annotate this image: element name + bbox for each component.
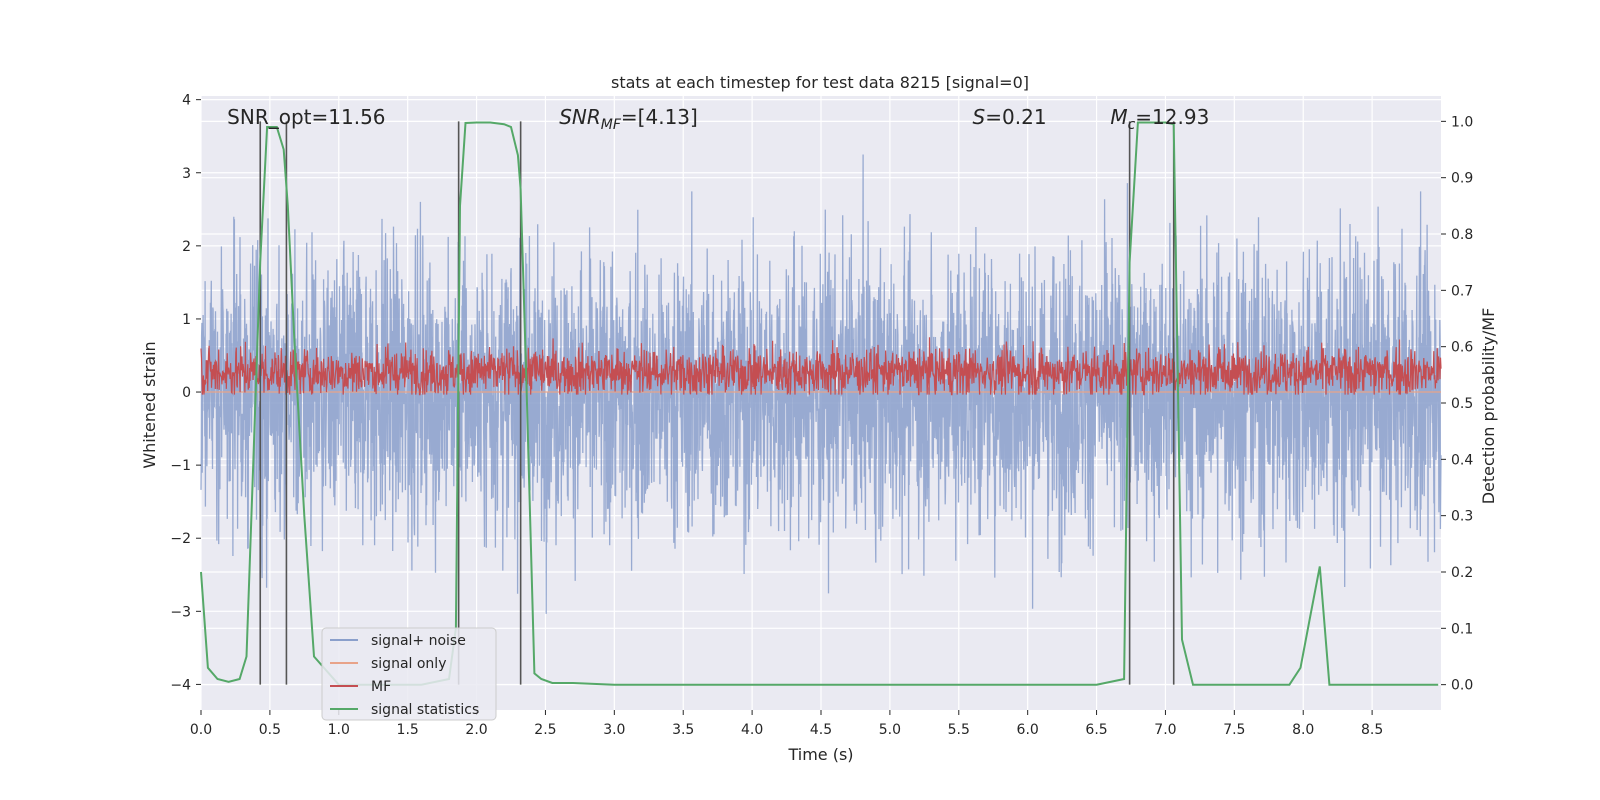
x-tick-label: 2.5 — [534, 722, 556, 738]
right-tick-label: 0.8 — [1451, 227, 1473, 243]
series-signal-noise — [200, 154, 1442, 614]
x-tick-label: 4.5 — [810, 722, 832, 738]
left-tick-label: 2 — [182, 239, 191, 255]
annotation-s_stat: S=0.21 — [973, 105, 1047, 129]
x-ticks: 0.0 0.5 1.0 1.5 2.0 2.5 3.0 3.5 4.0 4.5 5.0 5.5 6.0 6… — [190, 710, 1383, 738]
right-y-axis-title: Detection probability/MF — [1479, 308, 1498, 505]
left-tick-label: 1 — [182, 312, 191, 328]
x-tick-label: 1.5 — [397, 722, 419, 738]
right-tick-label: 0.5 — [1451, 396, 1473, 412]
legend-label-signal-statistics: signal statistics — [371, 702, 479, 718]
x-axis-title: Time (s) — [787, 745, 853, 764]
x-tick-label: 6.5 — [1085, 722, 1107, 738]
annotation-snr_opt: SNR_opt=11.56 — [227, 105, 385, 129]
left-tick-label: −3 — [170, 604, 191, 620]
left-tick-label: −1 — [170, 458, 191, 474]
left-y-axis-title: Whitened strain — [140, 341, 159, 468]
series-signal-statistics — [200, 121, 1439, 686]
legend-label-signal-only: signal only — [371, 656, 446, 672]
right-y-ticks: 1.0 0.9 0.8 0.7 0.6 0.5 0.4 0.3 0.2 0.1 0.0 — [1441, 114, 1473, 694]
right-tick-label: 0.0 — [1451, 678, 1473, 694]
series-group — [200, 121, 1442, 686]
legend: signal+ noise signal only MF signal stat… — [321, 627, 497, 721]
right-tick-label: 0.1 — [1451, 621, 1473, 637]
legend-label-mf: MF — [371, 679, 391, 695]
x-tick-label: 3.5 — [672, 722, 694, 738]
right-tick-label: 0.9 — [1451, 171, 1473, 187]
x-tick-label: 5.0 — [879, 722, 901, 738]
x-tick-label: 8.0 — [1292, 722, 1314, 738]
right-tick-label: 0.7 — [1451, 283, 1473, 299]
chart-title: stats at each timestep for test data 821… — [611, 73, 1029, 92]
annotations: SNR_opt=11.56 SNRMF=[4.13] S=0.21 Mc=12.93 — [227, 105, 1209, 133]
right-tick-label: 0.6 — [1451, 340, 1473, 356]
series-mf — [200, 337, 1442, 396]
right-tick-label: 0.3 — [1451, 509, 1473, 525]
left-tick-label: −4 — [170, 677, 191, 693]
x-tick-label: 3.0 — [603, 722, 625, 738]
left-tick-label: 4 — [182, 93, 191, 109]
x-tick-label: 5.5 — [948, 722, 970, 738]
left-tick-label: −2 — [170, 531, 191, 547]
x-tick-label: 7.0 — [1154, 722, 1176, 738]
x-tick-label: 0.5 — [259, 722, 281, 738]
right-tick-label: 0.2 — [1451, 565, 1473, 581]
x-tick-label: 4.0 — [741, 722, 763, 738]
legend-box — [321, 627, 497, 721]
legend-label-signal-noise: signal+ noise — [371, 633, 466, 649]
annotation-mc: Mc=12.93 — [1110, 105, 1209, 133]
x-tick-label: 8.5 — [1361, 722, 1383, 738]
annotation-snr_mf: SNRMF=[4.13] — [559, 105, 698, 133]
right-tick-label: 0.4 — [1451, 452, 1473, 468]
left-tick-label: 0 — [182, 385, 191, 401]
right-tick-label: 1.0 — [1451, 114, 1473, 130]
x-tick-label: 0.0 — [190, 722, 212, 738]
x-tick-label: 1.0 — [328, 722, 350, 738]
x-tick-label: 6.0 — [1017, 722, 1039, 738]
left-y-ticks: 4 3 2 1 0 −1 −2 −3 −4 — [170, 93, 201, 693]
left-tick-label: 3 — [182, 166, 191, 182]
x-tick-label: 2.0 — [465, 722, 487, 738]
x-tick-label: 7.5 — [1223, 722, 1245, 738]
